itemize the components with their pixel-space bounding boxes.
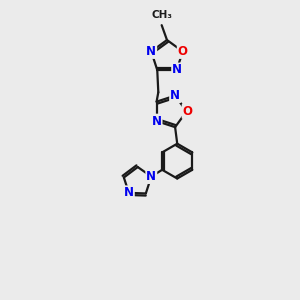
Text: O: O [178,45,188,58]
Text: N: N [124,186,134,200]
Text: O: O [183,105,193,118]
Text: N: N [146,170,156,183]
Text: CH₃: CH₃ [152,11,172,20]
Text: N: N [170,89,180,102]
Text: N: N [146,45,156,58]
Text: N: N [172,64,182,76]
Text: N: N [152,115,162,128]
